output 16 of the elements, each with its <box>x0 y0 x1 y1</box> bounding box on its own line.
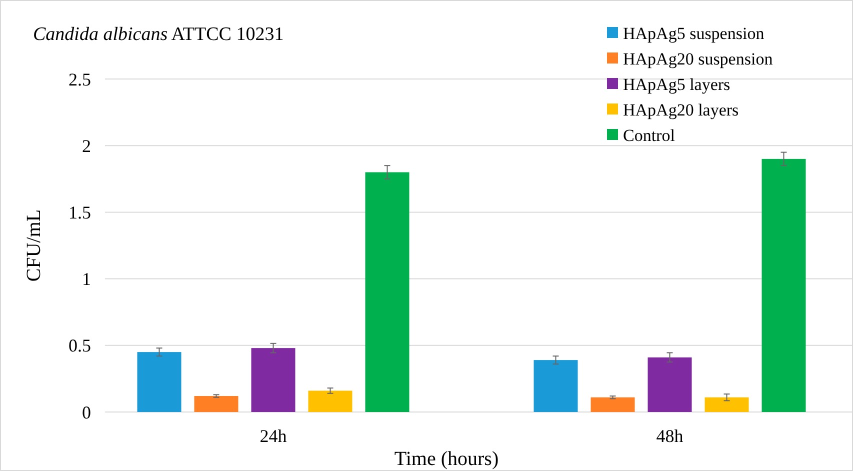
y-tick-label: 2.5 <box>68 69 91 90</box>
y-tick-label: 1.5 <box>68 202 91 222</box>
legend-label: Control <box>623 126 676 145</box>
x-tick-label: 24h <box>260 426 287 446</box>
y-tick-label: 0.5 <box>68 336 91 356</box>
legend-label: HApAg20 layers <box>623 100 739 120</box>
x-axis-title: Time (hours) <box>394 448 499 470</box>
legend-label: HApAg5 layers <box>623 74 730 94</box>
y-tick-label: 0 <box>82 402 91 422</box>
x-tick-label: 48h <box>656 426 684 446</box>
y-tick-label: 2 <box>82 136 91 156</box>
legend-label: HApAg20 suspension <box>623 49 774 68</box>
chart-title: Candida albicans ATTCC 10231 <box>33 24 284 45</box>
y-axis-title: CFU/mL <box>23 209 45 282</box>
y-tick-label: 1 <box>82 269 91 290</box>
legend-label: HApAg5 suspension <box>623 24 765 43</box>
